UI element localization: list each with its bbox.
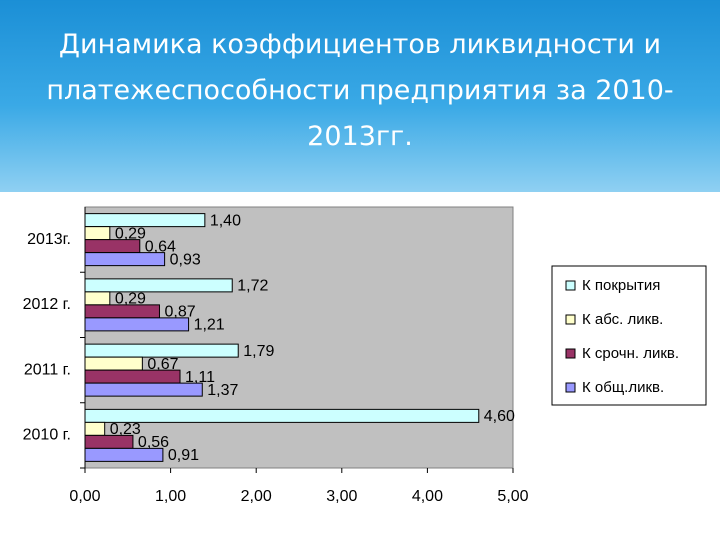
y-tick-label: 2012 г.: [23, 296, 71, 313]
x-tick-label: 2,00: [241, 488, 272, 505]
bar: [84, 213, 206, 228]
value-label: 0,87: [164, 304, 195, 321]
y-tick-label: 2013г.: [27, 231, 71, 248]
bar: [84, 434, 134, 449]
bar: [84, 239, 141, 254]
value-label: 0,23: [110, 421, 141, 438]
value-label: 0,29: [115, 291, 146, 308]
value-label: 1,21: [194, 317, 225, 334]
title-banner: Динамика коэффициентов ликвидности и пла…: [0, 0, 720, 192]
bar: [84, 304, 160, 319]
y-tick-label: 2010 г.: [23, 427, 71, 444]
legend: [551, 265, 707, 406]
x-tick-label: 5,00: [497, 488, 528, 505]
bar: [84, 291, 111, 306]
value-label: 1,72: [237, 278, 268, 295]
value-label: 1,37: [207, 382, 238, 399]
value-label: 0,91: [168, 447, 199, 464]
bar: [84, 421, 106, 436]
bar: [84, 408, 480, 423]
y-tick-label: 2011 г.: [24, 361, 71, 378]
value-label: 0,93: [170, 251, 201, 268]
legend-swatch: [565, 382, 576, 393]
bar: [84, 447, 164, 462]
bar: [84, 252, 166, 267]
value-label: 0,29: [115, 225, 146, 242]
x-tick-label: 0,00: [69, 488, 100, 505]
chart: 0,00 1,00 2,00 3,00 4,00 5,002013г.1,400,290,…: [23, 206, 707, 505]
legend-swatch: [565, 314, 576, 325]
value-label: 0,64: [145, 238, 176, 255]
legend-swatch: [565, 280, 576, 291]
legend-label: К общ.ликв.: [582, 379, 664, 396]
legend-swatch: [565, 348, 576, 359]
bar: [84, 317, 190, 332]
value-label: 1,11: [185, 369, 215, 386]
bar: [84, 369, 181, 384]
plot-area: [84, 206, 514, 469]
value-label: 0,56: [138, 434, 169, 451]
x-tick-label: 4,00: [412, 488, 443, 505]
bar: [84, 343, 239, 358]
chart-title: Динамика коэффициентов ликвидности и пла…: [46, 29, 674, 152]
value-label: 1,79: [243, 343, 274, 360]
value-label: 4,60: [484, 408, 515, 425]
bar: [84, 356, 143, 371]
bar: [84, 278, 233, 293]
bar: [84, 382, 203, 397]
bar: [84, 226, 111, 241]
x-tick-label: 3,00: [326, 488, 357, 505]
value-label: 1,40: [210, 212, 241, 229]
legend-label: К покрытия: [582, 277, 660, 294]
legend-label: К срочн. ликв.: [582, 345, 679, 362]
x-tick-label: 1,00: [155, 488, 186, 505]
legend-label: К абс. ликв.: [582, 311, 663, 328]
value-label: 0,67: [147, 356, 178, 373]
